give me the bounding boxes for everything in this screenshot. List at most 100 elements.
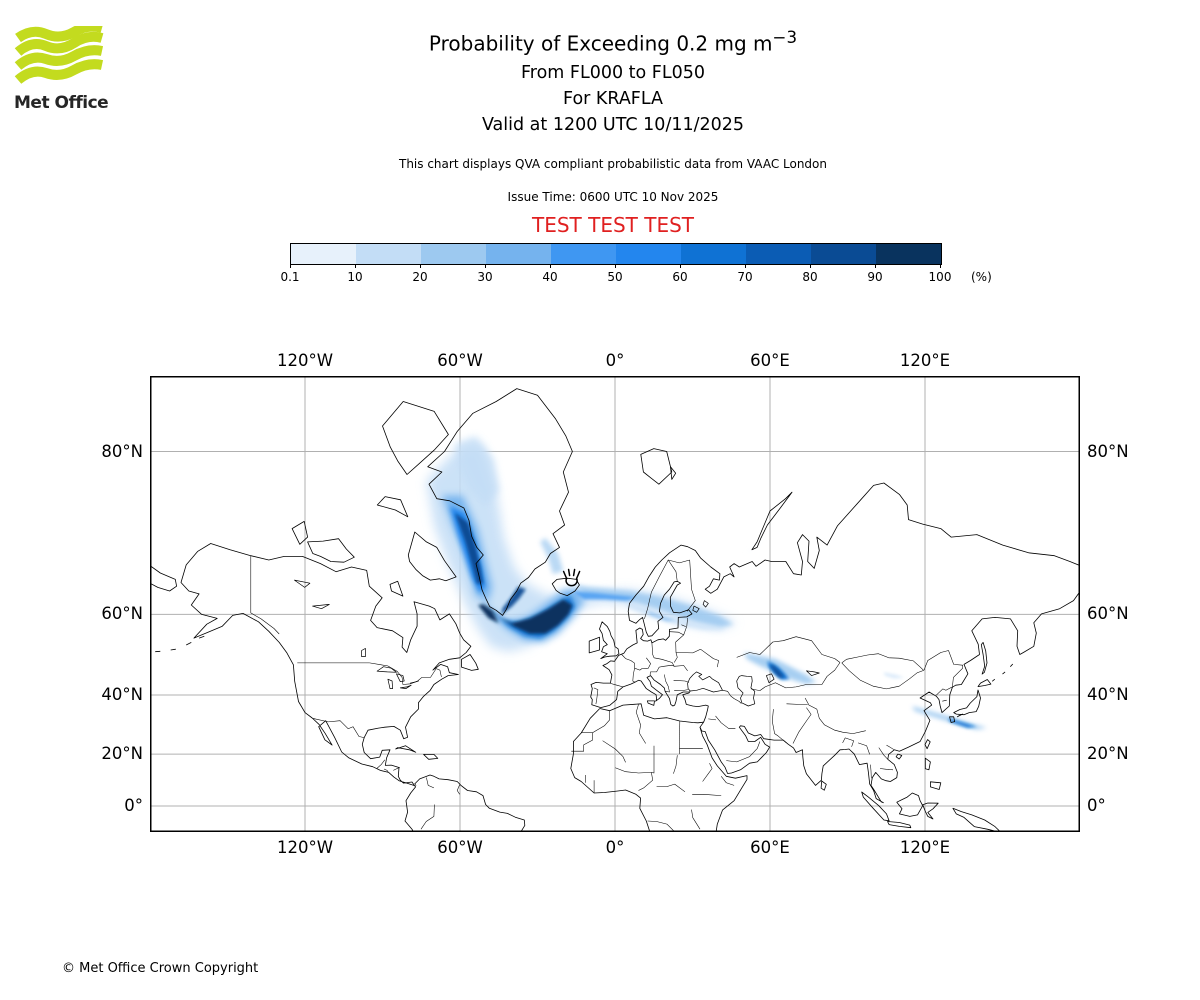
coastline [924,757,931,771]
country-border [673,680,689,683]
country-border [675,617,688,643]
country-border [635,704,646,744]
lake-outline [361,648,366,657]
coastline [751,491,793,551]
country-border [841,653,924,690]
coastline [395,745,417,753]
country-border [726,741,761,763]
colorbar-tick-label: 0.1 [280,270,300,284]
axis-tick-label: 20°N [1087,744,1129,764]
country-border [426,777,435,789]
coastline [980,642,988,675]
lake-outline [396,673,405,683]
country-border [312,718,365,738]
plume-blob [454,512,484,584]
axis-tick-label: 0° [605,838,625,857]
coastline [389,580,404,597]
lake-outline [294,579,311,588]
country-border [786,703,808,705]
country-border [653,657,675,667]
country-border [250,555,280,635]
country-border [667,559,678,582]
coastline [922,802,939,820]
country-border [878,747,888,760]
lake-outline [687,671,723,693]
lake-outline [387,678,393,689]
axis-tick-label: 60°N [1087,604,1129,624]
coastline [646,700,655,706]
axis-tick-label: 0° [605,351,625,370]
country-border [651,642,655,658]
coastline [588,636,600,654]
plume-blob [540,537,564,575]
plume-blob [744,652,817,685]
colorbar-tick-label: 70 [737,270,753,284]
axis-tick-label: 120°E [899,351,951,370]
coastline [861,791,890,822]
colorbar-segment [421,244,486,264]
coastline [590,482,1081,708]
colorbar-tick-label: 80 [802,270,818,284]
axis-tick-label: 40°N [101,684,143,704]
test-banner: TEST TEST TEST [531,213,694,237]
coastline [956,713,963,718]
colorbar-tick-label: 10 [347,270,363,284]
axis-tick-label: 60°N [101,604,143,624]
coastlines [149,388,1081,833]
country-border [651,745,655,774]
lake-outline [692,605,700,613]
country-border [700,648,719,668]
country-border [656,783,686,793]
country-border [792,707,812,744]
volcano-symbol-stroke [565,577,578,587]
country-border [383,768,389,773]
coastline [924,739,931,750]
colorbar-tick-label: 40 [542,270,558,284]
issue-time: Issue Time: 0600 UTC 10 Nov 2025 [507,190,719,204]
volcano-symbol-stroke [562,570,568,580]
country-border [679,721,681,754]
coastline [376,496,409,518]
page-title: Probability of Exceeding 0.2 mg m−3 [13,28,1200,56]
lake-outline [399,684,412,689]
country-border [708,718,717,721]
country-border [420,804,435,830]
country-border [772,709,787,744]
coastline [820,780,827,791]
coastline [896,792,924,817]
axis-tick-label: 60°E [750,838,790,857]
coastline [149,565,177,592]
coastline [930,781,942,790]
plume-blob [478,604,499,624]
country-border [602,740,626,763]
coastline [427,388,573,616]
met-office-logo: Met Office [14,21,114,113]
plume-blob [770,664,785,678]
colorbar-tick-label: 100 [928,270,952,284]
subtitle-valid-time: Valid at 1200 UTC 10/11/2025 [481,115,745,135]
colorbar-tick [354,264,356,268]
coastline [699,727,748,833]
lake-outline [766,673,775,684]
volcano-symbol [562,568,581,587]
coastline [1002,671,1006,675]
lake-outline [312,604,330,610]
colorbar-tick [289,264,291,268]
ash-probability-plume [426,436,987,730]
axis-tick-label: 60°W [437,351,483,370]
copyright-notice: © Met Office Crown Copyright [62,961,259,976]
colorbar-tick [679,264,681,268]
colorbar-segment [291,244,356,264]
coastline [407,531,457,582]
country-border [691,809,701,830]
country-border [942,699,947,702]
colorbar-segment [746,244,811,264]
country-border [935,686,953,696]
colorbar-unit-label: (%) [971,270,992,284]
coastline [895,753,903,760]
country-border [592,710,610,733]
country-border [669,631,684,636]
axis-tick-label: 60°E [750,351,790,370]
subtitle-flight-levels: From FL000 to FL050 [520,63,706,83]
country-border [650,664,688,673]
